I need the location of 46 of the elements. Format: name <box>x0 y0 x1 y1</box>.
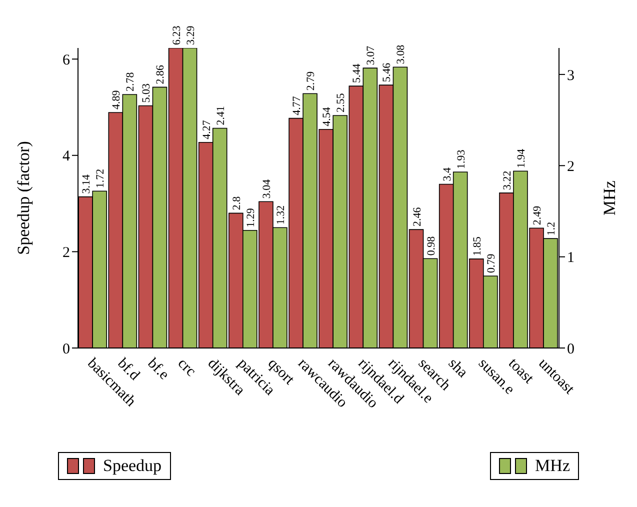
legend-label: MHz <box>535 456 570 476</box>
y-tick-label: 2 <box>62 245 70 262</box>
data-label: 3.04 <box>260 178 273 199</box>
x-tick-label: bf.e <box>144 356 172 384</box>
y2-tick-label: 0 <box>567 341 574 358</box>
data-label: 1.32 <box>274 205 287 225</box>
data-label: 2.55 <box>335 92 348 112</box>
data-label: 3.4 <box>441 167 454 182</box>
data-label: 1.93 <box>455 149 468 170</box>
data-label: 2.78 <box>124 72 137 92</box>
y2-tick-label: 2 <box>567 158 574 175</box>
data-label: 1.72 <box>94 168 107 188</box>
data-label: 4.54 <box>321 106 334 126</box>
data-label: 5.44 <box>351 63 364 84</box>
data-label: 6.23 <box>170 25 183 45</box>
data-label: 3.08 <box>395 44 408 64</box>
y2-tick-label: 1 <box>567 250 574 266</box>
data-label: 4.89 <box>110 90 123 110</box>
data-label: 4.77 <box>291 96 304 116</box>
data-label: 1.2 <box>546 222 558 236</box>
data-label: 2.8 <box>230 196 243 210</box>
y-tick-label: 4 <box>62 148 70 165</box>
y-tick-label: 0 <box>62 341 70 358</box>
legend-label: Speedup <box>103 456 162 476</box>
y2-axis-title: MHz <box>600 180 620 216</box>
y2-tick-label: 3 <box>567 68 574 84</box>
data-label: 1.94 <box>515 148 528 168</box>
data-label: 1.29 <box>244 208 257 228</box>
y-tick-label: 6 <box>62 52 70 68</box>
data-label: 0.98 <box>425 236 438 256</box>
data-label: 3.22 <box>501 170 514 190</box>
data-label: 0.79 <box>485 253 498 273</box>
data-label: 2.79 <box>305 70 318 91</box>
data-label: 3.07 <box>365 45 378 66</box>
data-label: 4.27 <box>200 120 213 140</box>
data-label: 2.41 <box>214 106 227 126</box>
y-axis-title: Speedup (factor) <box>14 141 34 255</box>
data-label: 3.29 <box>184 25 197 45</box>
data-label: 2.86 <box>154 64 167 84</box>
data-label: 2.46 <box>411 206 424 227</box>
data-label: 3.14 <box>80 174 93 194</box>
data-label: 5.46 <box>381 62 394 82</box>
data-label: 2.49 <box>532 205 544 226</box>
data-label: 1.85 <box>471 236 484 256</box>
data-label: 5.03 <box>140 83 153 103</box>
x-tick-label: crc <box>174 356 199 380</box>
